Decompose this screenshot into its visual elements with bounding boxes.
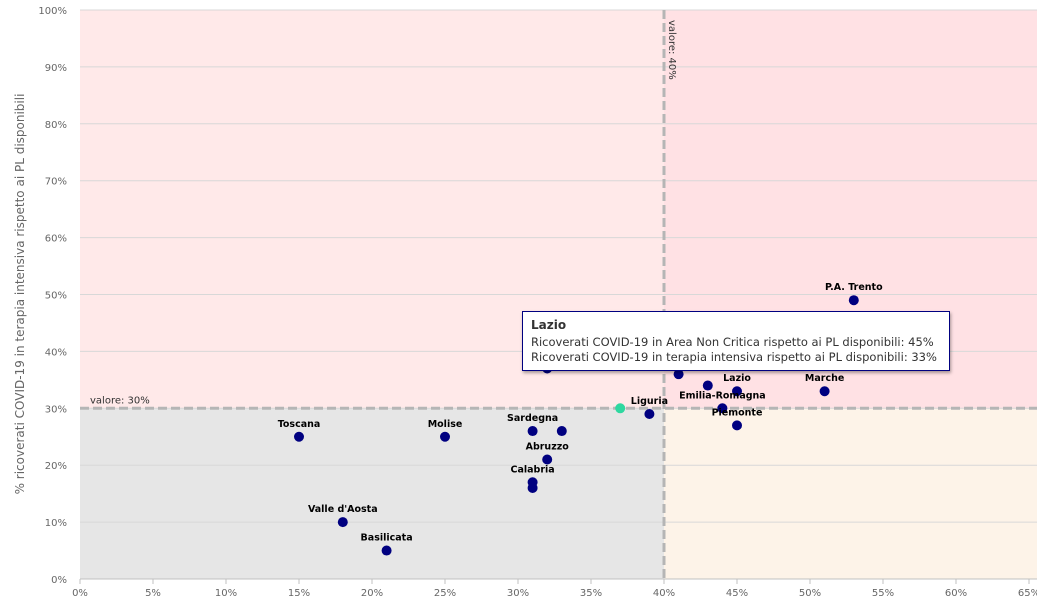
data-label: Basilicata [361, 533, 413, 544]
data-point[interactable] [440, 431, 450, 442]
y-tick-label: 90% [45, 63, 67, 74]
data-label: P.A. Trento [825, 282, 883, 293]
y-tick-label: 0% [51, 575, 67, 586]
x-tick-label: 35% [580, 588, 602, 599]
y-tick-label: 20% [45, 461, 67, 472]
x-tick-label: 60% [945, 588, 967, 599]
x-tick-label: 5% [145, 588, 161, 599]
data-point[interactable] [527, 426, 538, 437]
x-tick-label: 25% [434, 588, 456, 599]
data-label: Emilia-Romagna [679, 390, 766, 401]
data-point[interactable] [542, 454, 553, 465]
x-tick-label: 65% [1018, 588, 1037, 599]
x-tick-label: 0% [72, 588, 88, 599]
y-tick-label: 80% [45, 120, 67, 131]
tooltip-line-2: Ricoverati COVID-19 in terapia intensiva… [531, 350, 937, 364]
x-tick-label: 30% [507, 588, 529, 599]
x-tick-label: 50% [799, 588, 821, 599]
data-label: Piemonte [712, 407, 763, 418]
quadrant-bg-1 [664, 408, 1037, 579]
point-labels: Toscana Molise Sardegna Abruzzo Calabria Vall… [278, 282, 883, 543]
y-tick-label: 60% [45, 234, 67, 245]
y-tick-label: 100% [38, 6, 67, 17]
data-point[interactable] [615, 403, 626, 414]
data-label: Calabria [510, 464, 554, 475]
axes: 0% 10% 20% 30% 40% 50% 60% 70% 80% 90% 100% 0% 5% 10%… [38, 6, 1037, 599]
x-tick-label: 15% [288, 588, 310, 599]
y-tick-label: 40% [45, 347, 67, 358]
data-point[interactable] [819, 386, 830, 397]
data-point[interactable] [527, 482, 538, 493]
y-tick-label: 70% [45, 177, 67, 188]
x-tick-label: 55% [872, 588, 894, 599]
data-label: Sardegna [507, 413, 558, 424]
data-label: Marche [805, 373, 844, 384]
y-axis-title: % ricoverati COVID-19 in terapia intensi… [13, 94, 27, 495]
quadrant-bg-0 [80, 408, 672, 579]
data-label: Abruzzo [526, 442, 570, 453]
x-tick-label: 20% [361, 588, 383, 599]
tooltip-line-1: Ricoverati COVID-19 in Area Non Critica … [531, 335, 934, 349]
tooltip: Lazio Ricoverati COVID-19 in Area Non Cr… [522, 311, 950, 371]
data-point[interactable] [294, 431, 304, 442]
threshold-lines: valore: 40% valore: 30% [80, 10, 1037, 579]
tooltip-title: Lazio [531, 318, 567, 332]
y-tick-label: 10% [45, 518, 67, 529]
data-point[interactable] [556, 426, 567, 437]
data-label: Lazio [723, 373, 751, 384]
x-tick-label: 10% [215, 588, 237, 599]
data-point[interactable] [732, 386, 742, 397]
data-label: Liguria [631, 396, 668, 407]
y-tick-label: 30% [45, 404, 67, 415]
x-tick-label: 45% [726, 588, 748, 599]
data-point[interactable] [673, 369, 684, 380]
x-tick-label: 40% [653, 588, 675, 599]
y-tick-label: 50% [45, 291, 67, 302]
data-point[interactable] [732, 420, 742, 431]
data-point[interactable] [702, 380, 713, 391]
data-point[interactable] [717, 403, 728, 414]
data-point[interactable] [337, 517, 348, 528]
data-label: Molise [428, 419, 463, 430]
threshold-label-y: valore: 30% [90, 395, 150, 406]
data-label: Toscana [278, 419, 321, 430]
threshold-label-x: valore: 40% [666, 20, 677, 80]
data-label: Valle d'Aosta [308, 504, 378, 515]
data-point[interactable] [848, 295, 859, 306]
data-point[interactable] [644, 408, 655, 419]
data-point[interactable] [381, 545, 392, 556]
